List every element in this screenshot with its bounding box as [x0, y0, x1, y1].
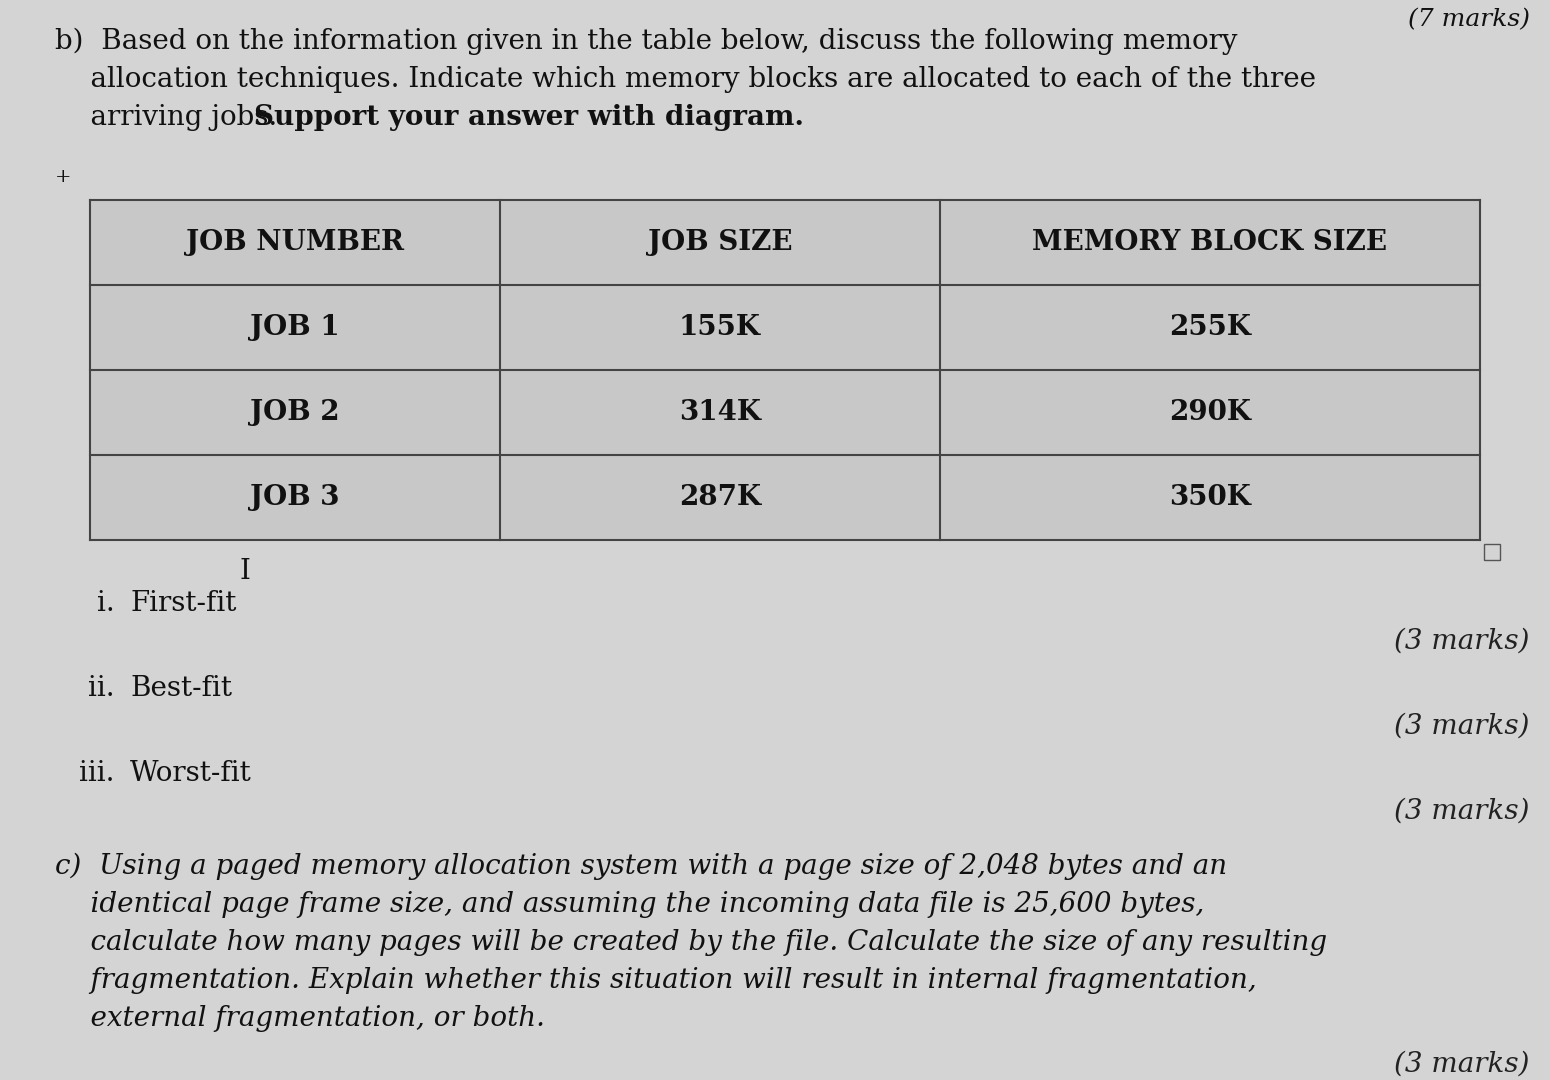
Text: c)  Using a paged memory allocation system with a page size of 2,048 bytes and a: c) Using a paged memory allocation syste… [54, 853, 1228, 880]
Text: external fragmentation, or both.: external fragmentation, or both. [54, 1005, 546, 1032]
Text: Worst-fit: Worst-fit [130, 760, 251, 787]
Text: JOB 3: JOB 3 [250, 484, 339, 511]
Text: Best-fit: Best-fit [130, 675, 232, 702]
Text: 155K: 155K [679, 314, 761, 341]
Bar [1483, 544, 1500, 561]
Text: 287K: 287K [679, 484, 761, 511]
Text: JOB 2: JOB 2 [250, 399, 339, 426]
Text: arriving jobs.: arriving jobs. [54, 104, 287, 131]
Text: 350K: 350K [1169, 484, 1251, 511]
Text: (3 marks): (3 marks) [1395, 713, 1530, 740]
Text: JOB 1: JOB 1 [250, 314, 339, 341]
Text: MEMORY BLOCK SIZE: MEMORY BLOCK SIZE [1032, 229, 1387, 256]
Text: (3 marks): (3 marks) [1395, 627, 1530, 654]
Text: b)  Based on the information given in the table below, discuss the following mem: b) Based on the information given in the… [54, 28, 1237, 55]
Text: JOB SIZE: JOB SIZE [648, 229, 792, 256]
Text: JOB NUMBER: JOB NUMBER [186, 229, 405, 256]
Text: (3 marks): (3 marks) [1395, 1051, 1530, 1078]
Text: ii.: ii. [88, 675, 115, 702]
Text: calculate how many pages will be created by the file. Calculate the size of any : calculate how many pages will be created… [54, 929, 1327, 956]
Text: (7 marks): (7 marks) [1407, 8, 1530, 31]
Text: fragmentation. Explain whether this situation will result in internal fragmentat: fragmentation. Explain whether this situ… [54, 967, 1257, 994]
Text: +: + [54, 168, 71, 186]
Text: First-fit: First-fit [130, 590, 236, 617]
Text: 290K: 290K [1169, 399, 1251, 426]
Text: 255K: 255K [1169, 314, 1251, 341]
Text: Support your answer with diagram.: Support your answer with diagram. [254, 104, 804, 131]
Text: allocation techniques. Indicate which memory blocks are allocated to each of the: allocation techniques. Indicate which me… [54, 66, 1316, 93]
Text: identical page frame size, and assuming the incoming data file is 25,600 bytes,: identical page frame size, and assuming … [54, 891, 1204, 918]
Text: (3 marks): (3 marks) [1395, 798, 1530, 825]
Text: 314K: 314K [679, 399, 761, 426]
Bar [90, 200, 1480, 540]
Text: iii.: iii. [79, 760, 115, 787]
Text: i.: i. [98, 590, 115, 617]
Text: I: I [240, 558, 251, 585]
